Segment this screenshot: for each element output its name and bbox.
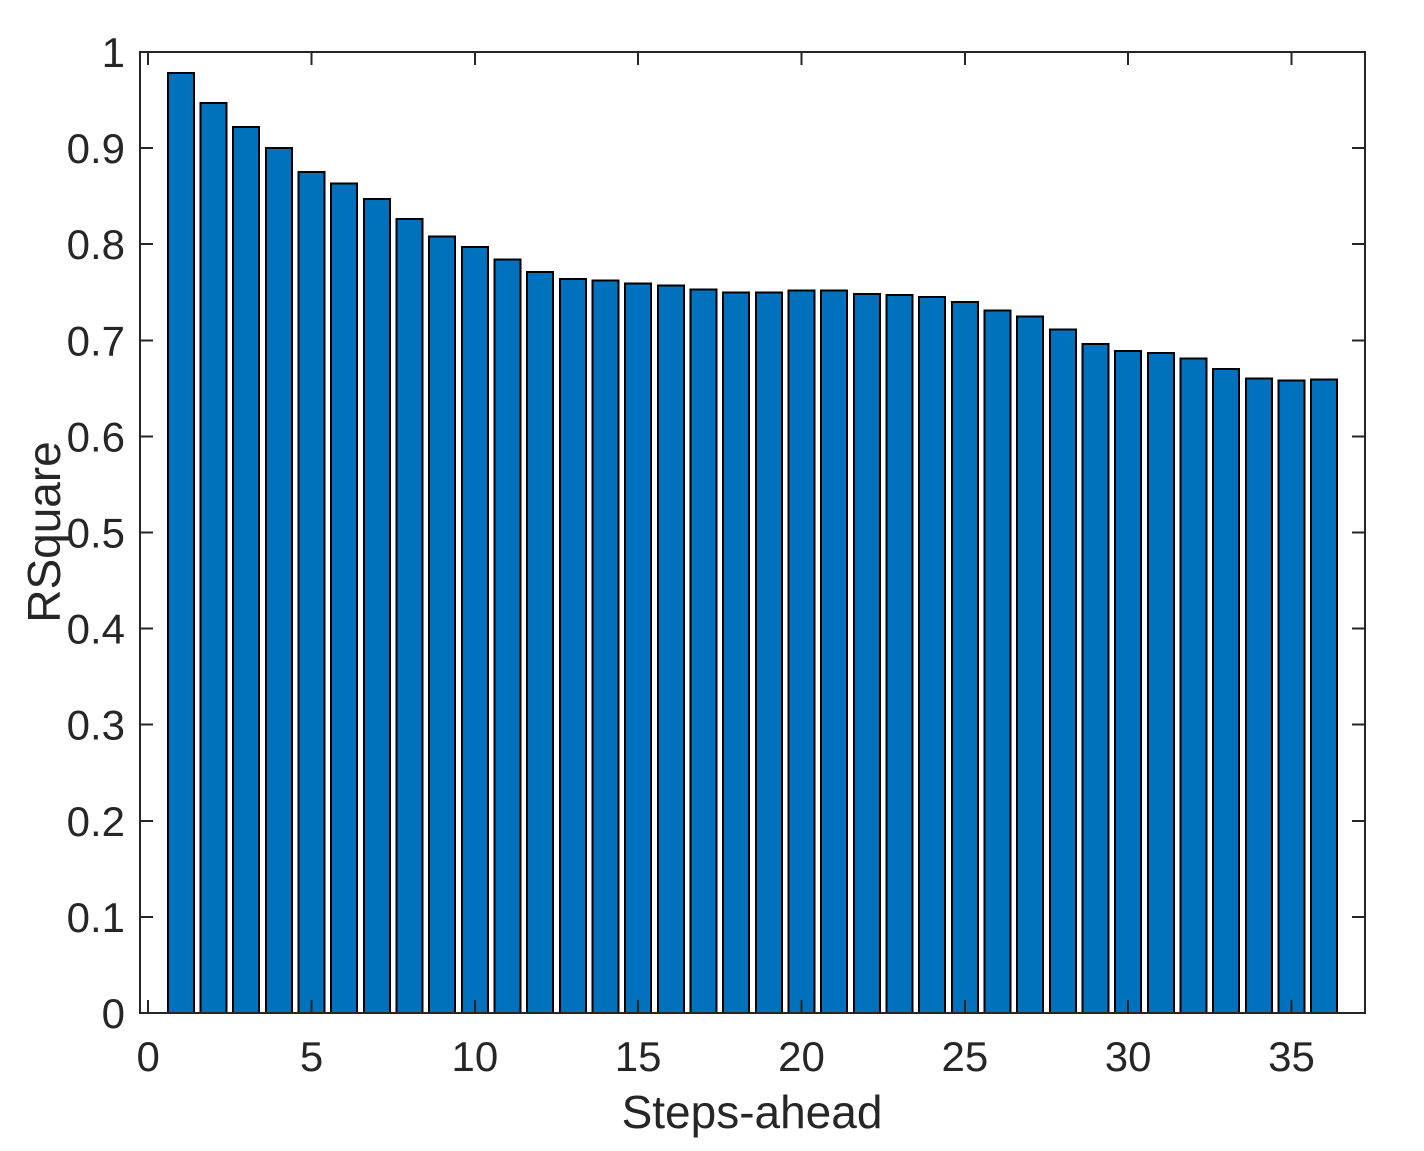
bar: [297, 171, 326, 1015]
y-tick-label: 0.8: [67, 221, 125, 268]
bar: [395, 218, 424, 1014]
bar: [232, 125, 261, 1014]
bar: [1048, 328, 1077, 1015]
y-tick-label: 0.1: [67, 894, 125, 941]
y-tick-label: 0.5: [67, 510, 125, 557]
bar: [428, 235, 457, 1014]
bar: [787, 289, 816, 1014]
y-tick-label: 0: [102, 990, 125, 1037]
bar: [526, 271, 555, 1014]
bar: [166, 72, 195, 1014]
y-tick-label: 1: [102, 29, 125, 76]
bar: [591, 279, 620, 1015]
bar: [852, 293, 881, 1015]
bar: [558, 277, 587, 1014]
x-tick-label: 20: [778, 1033, 825, 1080]
bar: [722, 291, 751, 1014]
x-tick-label: 10: [451, 1033, 498, 1080]
y-axis-label: RSquare: [18, 441, 70, 623]
y-tick-label: 0.6: [67, 413, 125, 460]
bar: [918, 296, 947, 1014]
bar: [330, 182, 359, 1015]
bar: [264, 147, 293, 1015]
bar: [820, 289, 849, 1014]
axes-layer: [139, 51, 1366, 1014]
x-tick-label: 0: [136, 1033, 159, 1080]
bar: [950, 300, 979, 1014]
bar: [1310, 378, 1339, 1014]
x-tick-label: 5: [300, 1033, 323, 1080]
y-tick-label: 0.9: [67, 125, 125, 172]
bar: [1081, 343, 1110, 1014]
bar: [1277, 379, 1306, 1015]
x-tick-label: 35: [1268, 1033, 1315, 1080]
bar: [1244, 377, 1273, 1014]
y-tick-label: 0.3: [67, 702, 125, 749]
bar: [885, 294, 914, 1014]
x-axis-label: Steps-ahead: [622, 1086, 883, 1138]
bar: [624, 282, 653, 1015]
bar: [460, 246, 489, 1014]
bar: [754, 291, 783, 1014]
x-tick-label: 15: [615, 1033, 662, 1080]
x-tick-label: 25: [941, 1033, 988, 1080]
y-tick-label: 0.7: [67, 317, 125, 364]
y-tick-label: 0.4: [67, 606, 125, 653]
bar: [493, 258, 522, 1014]
bars-layer: [166, 72, 1339, 1015]
bar: [689, 288, 718, 1014]
tick-label-layer: 0 5 10 15 20 25 30 35 0 0.1 0.2 0.3 0.4 0.5 0.6 0.7 0.8 0…: [67, 29, 1315, 1080]
bar: [1212, 368, 1241, 1014]
bar: [1146, 351, 1175, 1015]
bar: [983, 309, 1012, 1014]
bar: [1016, 315, 1045, 1014]
y-tick-label: 0.2: [67, 798, 125, 845]
x-tick-label: 30: [1105, 1033, 1152, 1080]
bar: [362, 198, 391, 1014]
bar: [199, 101, 228, 1015]
bar: [656, 284, 685, 1014]
bar: [1179, 357, 1208, 1014]
bar: [1114, 349, 1143, 1014]
